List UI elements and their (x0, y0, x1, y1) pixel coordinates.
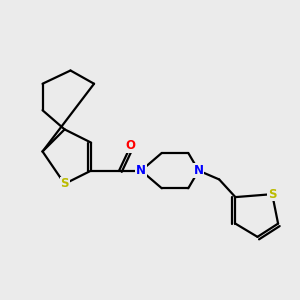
Text: N: N (136, 164, 146, 177)
Text: O: O (126, 139, 136, 152)
Text: S: S (268, 188, 276, 201)
Text: S: S (60, 177, 69, 190)
Text: N: N (194, 164, 204, 177)
